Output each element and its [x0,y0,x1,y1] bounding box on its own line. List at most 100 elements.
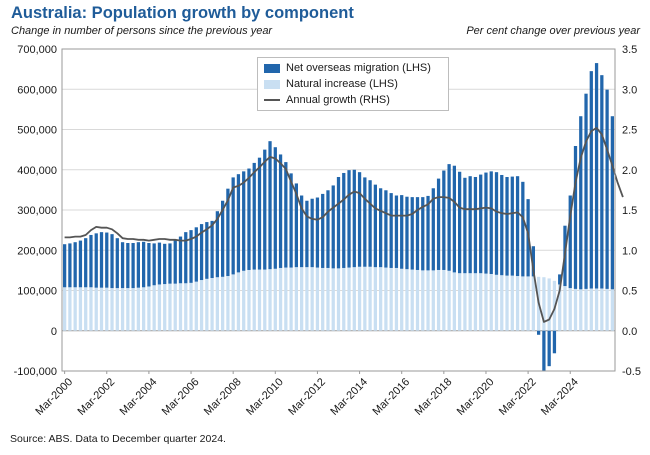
bar-natural-increase [352,267,356,331]
y2-tick-label: 0.5 [622,286,637,298]
bar-natural-increase [442,269,446,331]
bar-net-overseas-migration [500,174,504,276]
bar-natural-increase [594,288,599,331]
bar-net-overseas-migration [163,243,167,285]
bar-net-overseas-migration [194,227,198,282]
bar-natural-increase [178,283,183,331]
bar-net-overseas-migration [268,141,272,270]
bar-natural-increase [126,288,130,331]
bar-net-overseas-migration [221,200,225,277]
bar-net-overseas-migration [99,232,104,288]
bar-natural-increase [242,270,246,331]
legend-label-natural-increase: Natural increase (LHS) [286,78,398,90]
bar-net-overseas-migration [321,193,325,268]
legend-item-annual-growth: Annual growth (RHS) [264,93,390,107]
legend-label-annual-growth: Annual growth (RHS) [286,94,390,106]
bar-net-overseas-migration [579,116,583,290]
bar-net-overseas-migration [310,198,314,268]
bar-natural-increase [484,273,488,331]
bar-net-overseas-migration [447,164,451,271]
bar-natural-increase [268,269,272,331]
bar-net-overseas-migration [479,174,483,274]
bar-net-overseas-migration [142,241,146,288]
bar-natural-increase [600,288,604,331]
bar-natural-increase [331,268,335,331]
y-tick-label: 300,000 [17,205,57,217]
annual-growth-line [64,127,624,323]
bar-natural-increase [426,270,430,331]
bar-net-overseas-migration [436,178,441,270]
bar-natural-increase [136,287,140,331]
bar-net-overseas-migration [484,172,488,274]
y-tick-label: 500,000 [17,125,57,137]
bar-net-overseas-migration [363,177,367,267]
bar-net-overseas-migration [510,176,514,276]
bar-natural-increase [368,266,372,331]
bar-natural-increase [526,276,530,331]
bar-net-overseas-migration [384,190,388,268]
x-tick-label: Mar-2006 [160,376,202,418]
bar-natural-increase [252,269,256,331]
bar-net-overseas-migration [515,176,520,277]
bar-net-overseas-migration [136,242,140,288]
bar-natural-increase [184,283,188,331]
bar-natural-increase [273,268,277,331]
bar-net-overseas-migration [573,146,578,289]
bar-natural-increase [589,288,593,331]
bar-net-overseas-migration [94,233,98,288]
bar-net-overseas-migration [257,157,262,270]
bar-natural-increase [547,278,551,331]
bar-net-overseas-migration [289,173,293,268]
legend-swatch-net-overseas-migration [264,63,280,73]
bar-net-overseas-migration [247,168,251,270]
bar-natural-increase [142,287,146,331]
bar-natural-increase [563,286,567,331]
bar-net-overseas-migration [373,184,377,268]
bar-natural-increase [247,269,251,331]
y-tick-label: 0 [51,326,57,338]
y2-tick-label: 2.0 [622,165,637,177]
bar-natural-increase [468,273,472,331]
bar-net-overseas-migration [537,330,541,335]
bar-net-overseas-migration [594,63,599,289]
bar-net-overseas-migration [463,177,467,274]
bar-net-overseas-migration [273,147,277,269]
bar-net-overseas-migration [521,181,525,277]
bar-natural-increase [568,288,572,331]
bar-natural-increase [394,267,399,331]
bar-net-overseas-migration [115,238,119,289]
bar-natural-increase [257,269,262,331]
bar-net-overseas-migration [168,243,172,284]
bar-natural-increase [289,267,293,331]
x-tick-label: Mar-2022 [497,376,539,418]
bar-natural-increase [99,287,104,331]
y-tick-label: 100,000 [17,286,57,298]
bar-natural-increase [463,273,467,331]
bar-net-overseas-migration [131,243,135,289]
bar-natural-increase [63,287,67,331]
plot-frame [61,48,616,372]
bar-net-overseas-migration [494,172,499,275]
bar-natural-increase [321,267,325,331]
bar-natural-increase [584,288,588,331]
bar-net-overseas-migration [547,330,551,367]
bar-natural-increase [500,275,504,331]
bar-net-overseas-migration [568,195,572,289]
bar-net-overseas-migration [68,243,72,288]
bar-net-overseas-migration [242,171,246,271]
bar-net-overseas-migration [610,116,614,290]
x-tick-label: Mar-2016 [370,376,412,418]
bar-net-overseas-migration [505,176,509,276]
bar-net-overseas-migration [152,243,156,286]
bar-natural-increase [194,281,198,331]
bar-natural-increase [115,288,119,331]
bar-natural-increase [120,288,125,331]
y2-tick-label: 1.5 [622,205,637,217]
bar-natural-increase [357,266,362,331]
bar-net-overseas-migration [394,195,399,268]
right-axis-title: Per cent change over previous year [466,25,640,37]
bar-natural-increase [310,267,314,331]
bar-net-overseas-migration [210,220,214,279]
bar-natural-increase [447,270,451,331]
x-tick-label: Mar-2020 [455,376,497,418]
